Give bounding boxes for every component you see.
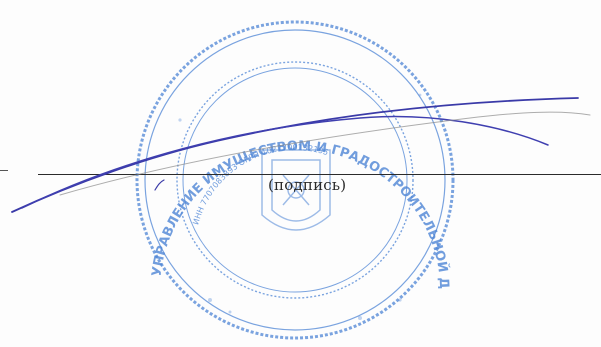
- signature-stroke-loop: [21, 115, 549, 209]
- seal-rings: [135, 20, 455, 340]
- signature-stroke-faint: [59, 111, 591, 196]
- edge-mark: [0, 170, 8, 171]
- signature-line: [38, 174, 601, 175]
- signature-caption: (подпись): [268, 176, 347, 194]
- signature-stroke-tick: [154, 179, 165, 191]
- seal-emblem: [261, 149, 331, 231]
- seal-speckles: [178, 93, 422, 320]
